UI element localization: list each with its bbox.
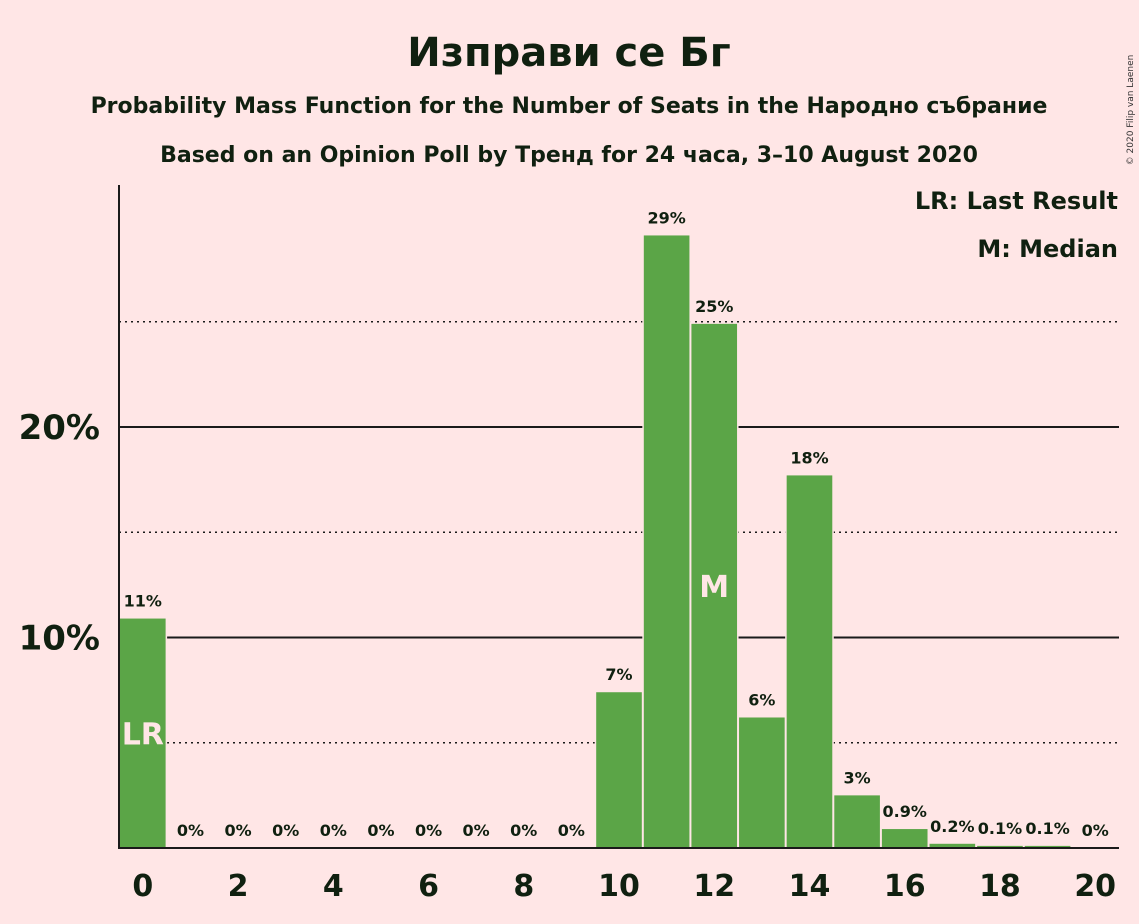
last-result-marker: LR xyxy=(122,717,164,752)
data-labels: 11% 0% 0% 0% 0% 0% 0% 0% 0% 0% 7% 29% 25% 6% 18% 3% 0.9%… xyxy=(122,208,1109,840)
data-label: 29% xyxy=(647,208,685,227)
x-tick-label: 14 xyxy=(789,869,831,904)
x-tick-label: 6 xyxy=(418,869,439,904)
data-label: 0% xyxy=(320,821,347,840)
data-label: 6% xyxy=(748,690,775,709)
x-tick-label: 4 xyxy=(323,869,344,904)
data-label: 0% xyxy=(224,821,251,840)
data-label: 11% xyxy=(124,592,162,611)
bar xyxy=(977,845,1023,848)
data-label: 0.9% xyxy=(883,802,927,821)
data-label: 0% xyxy=(510,821,537,840)
data-label: 3% xyxy=(844,768,871,787)
axes: 10% 20% 0 2 4 6 8 10 12 14 16 18 20 xyxy=(19,185,1119,904)
legend-median: M: Median xyxy=(977,235,1118,263)
data-label: 0% xyxy=(463,821,490,840)
chart-title: Изправи се Бг xyxy=(407,30,730,76)
data-label: 0% xyxy=(415,821,442,840)
x-tick-label: 2 xyxy=(228,869,249,904)
bar xyxy=(786,475,833,848)
data-label: 0.2% xyxy=(930,817,974,836)
data-label: 0.1% xyxy=(978,819,1022,838)
legend-last-result: LR: Last Result xyxy=(915,187,1118,215)
bar xyxy=(929,843,976,848)
x-tick-label: 20 xyxy=(1074,869,1116,904)
x-tick-label: 16 xyxy=(884,869,926,904)
data-label: 25% xyxy=(695,297,733,316)
x-tick-label: 12 xyxy=(693,869,735,904)
data-label: 0% xyxy=(367,821,394,840)
median-marker: M xyxy=(699,570,729,605)
x-tick-label: 18 xyxy=(979,869,1021,904)
bar xyxy=(691,323,738,849)
bar xyxy=(881,829,928,848)
x-tick-label: 0 xyxy=(132,869,153,904)
data-label: 0% xyxy=(177,821,204,840)
x-tick-label: 8 xyxy=(513,869,534,904)
data-label: 18% xyxy=(790,448,828,467)
data-label: 0% xyxy=(272,821,299,840)
copyright-note: © 2020 Filip van Laenen xyxy=(1126,55,1136,166)
data-label: 0% xyxy=(558,821,585,840)
bar xyxy=(596,692,642,848)
bar xyxy=(739,717,785,848)
data-label: 0.1% xyxy=(1025,819,1069,838)
data-label: 0% xyxy=(1082,821,1109,840)
bar xyxy=(1024,845,1071,848)
bars xyxy=(118,235,1072,849)
chart-subtitle-1: Probability Mass Function for the Number… xyxy=(91,94,1048,119)
y-tick-label: 10% xyxy=(19,619,100,659)
x-tick-label: 10 xyxy=(598,869,640,904)
bar xyxy=(834,795,880,848)
bar xyxy=(643,235,690,848)
bar xyxy=(120,618,166,848)
data-label: 7% xyxy=(605,665,632,684)
y-tick-label: 20% xyxy=(19,408,100,448)
chart-subtitle-2: Based on an Opinion Poll by Тренд for 24… xyxy=(160,143,978,168)
